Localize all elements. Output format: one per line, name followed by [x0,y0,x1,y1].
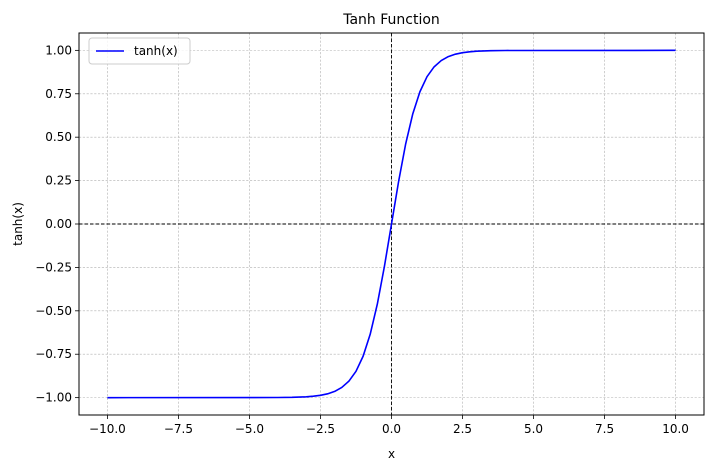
y-tick-label: −0.75 [35,347,72,361]
y-axis-label: tanh(x) [11,202,25,246]
chart-title: Tanh Function [342,12,440,28]
x-tick-label: 0.0 [382,422,401,436]
x-tick-label: −5.0 [235,422,264,436]
series-layer [107,49,676,399]
y-tick-label: 0.25 [45,174,72,188]
x-tick-label: −7.5 [164,422,193,436]
legend-label: tanh(x) [134,44,178,58]
x-tick-label: 5.0 [524,422,543,436]
y-tick-label: 1.00 [45,43,72,57]
x-tick-label: −2.5 [306,422,335,436]
x-axis-label: x [388,447,395,461]
reference-lines [79,33,704,415]
y-tick-label: 0.00 [45,217,72,231]
x-tick-label: −10.0 [89,422,126,436]
y-tick-label: −0.50 [35,304,72,318]
x-tick-label: 7.5 [595,422,614,436]
y-tick-label: 0.50 [45,130,72,144]
legend: tanh(x) [88,37,191,65]
x-tick-label: 2.5 [453,422,472,436]
series-line-tanh [107,49,676,399]
legend-box [88,37,191,65]
x-axis: −10.0 −7.5 −5.0 −2.5 0.0 2.5 5.0 7.5 10.0 [89,415,689,436]
y-tick-label: −1.00 [35,391,72,405]
y-tick-label: 0.75 [45,87,72,101]
x-tick-label: 10.0 [662,422,689,436]
y-axis: −1.00 −0.75 −0.50 −0.25 0.00 0.25 0.50 0.75 1.00 [35,43,79,405]
y-tick-label: −0.25 [35,260,72,274]
